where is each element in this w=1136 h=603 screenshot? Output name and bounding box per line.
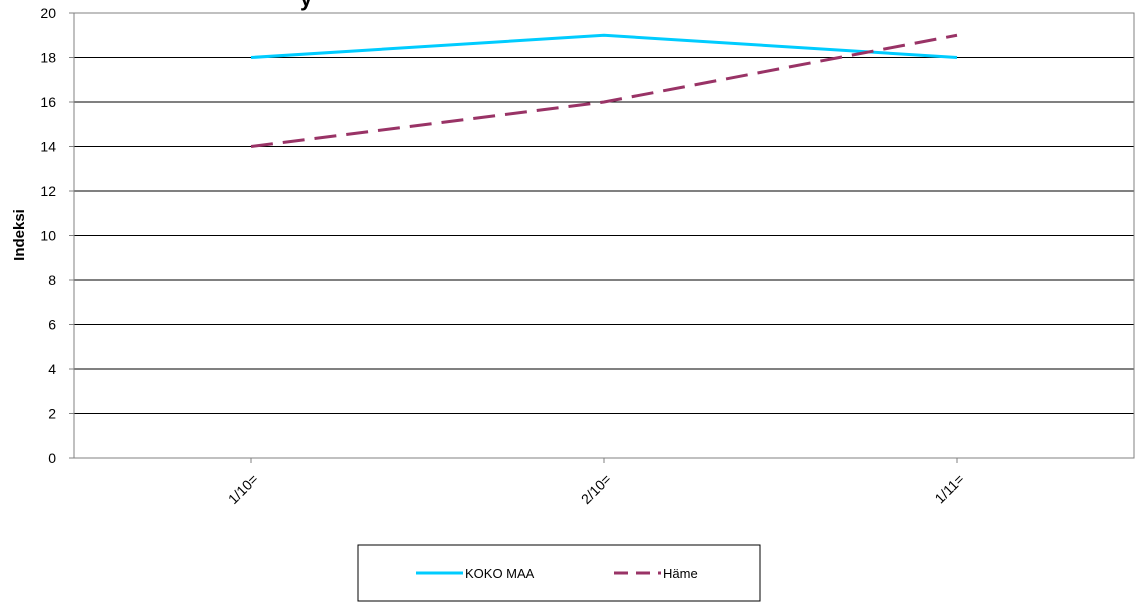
y-tick-label: 6 [48, 317, 56, 333]
y-tick-label: 4 [48, 361, 56, 377]
series-line-hame [250, 33, 958, 148]
y-tick-label: 0 [48, 450, 56, 466]
legend-label-koko-maa: KOKO MAA [465, 566, 535, 581]
y-tick-label: 16 [40, 94, 56, 110]
plot-area-border [73, 12, 1135, 459]
series-line-koko-maa [250, 33, 958, 59]
y-tick-label: 10 [40, 228, 56, 244]
x-tick-label: 1/10= [225, 471, 261, 507]
gridlines [74, 12, 1134, 459]
series-lines [250, 33, 958, 148]
legend: KOKO MAA Häme [357, 544, 761, 602]
y-tick-label: 14 [40, 139, 56, 155]
x-tick-label: 1/11= [931, 471, 967, 507]
y-axis-ticks: 0 2 4 6 8 10 12 14 16 18 20 [40, 5, 74, 466]
legend-label-hame: Häme [663, 566, 698, 581]
y-tick-label: 8 [48, 272, 56, 288]
x-axis-ticks: 1/10= 2/10= 1/11= [225, 458, 967, 507]
y-axis-label: Indeksi [11, 209, 28, 261]
x-tick-label: 2/10= [578, 471, 614, 507]
y-tick-label: 20 [40, 5, 56, 21]
y-tick-label: 2 [48, 406, 56, 422]
chart-title-fragment: y [300, 0, 313, 11]
y-tick-label: 12 [40, 183, 56, 199]
y-tick-label: 18 [40, 50, 56, 66]
